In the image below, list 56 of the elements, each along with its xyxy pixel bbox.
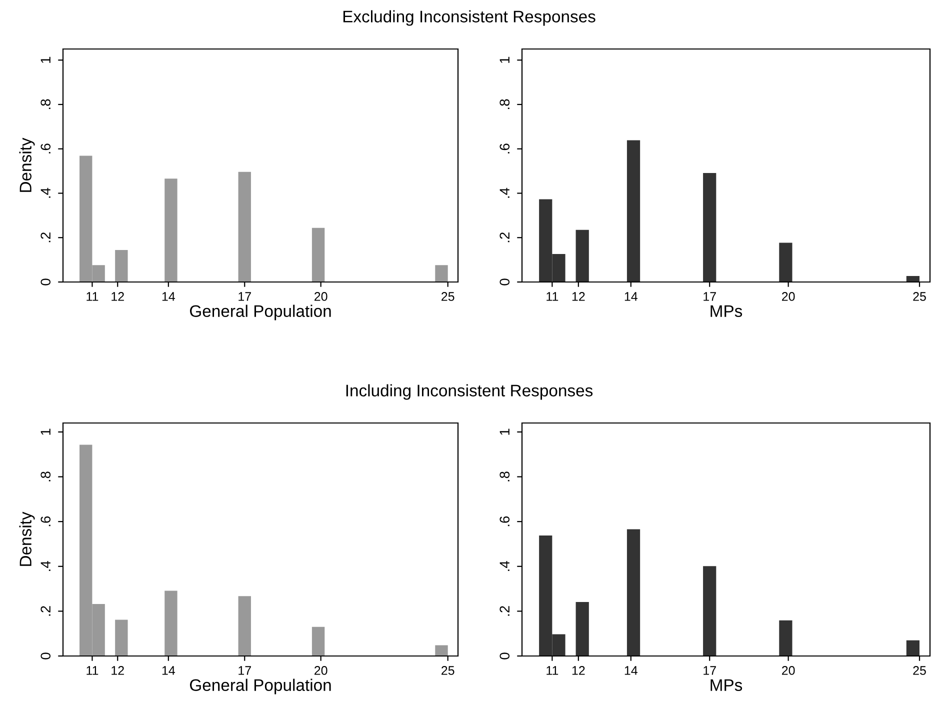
- x-tick-label: 14: [624, 666, 638, 675]
- x-tick-label: 25: [442, 292, 454, 301]
- x-tick-label: 25: [913, 666, 926, 675]
- y-tick-label: 1: [40, 428, 50, 435]
- x-tick-label: 12: [112, 666, 124, 675]
- x-tick-label: 25: [442, 666, 454, 675]
- y-tick-label: 0: [500, 278, 510, 286]
- y-tick-label: .2: [500, 232, 510, 242]
- x-tick-label: 12: [112, 292, 124, 301]
- y-axis-title: Density: [19, 512, 35, 566]
- y-tick-label: .6: [40, 516, 51, 526]
- x-axis-title: General Population: [190, 678, 331, 694]
- y-tick-label: .4: [500, 561, 510, 571]
- y-tick-label: .6: [500, 516, 510, 526]
- y-tick-label: 1: [40, 56, 50, 63]
- x-tick-label: 17: [704, 666, 716, 675]
- y-tick-label: .6: [500, 144, 510, 154]
- x-tick-label: 14: [162, 292, 176, 301]
- x-tick-label: 11: [86, 292, 98, 301]
- x-tick-label: 11: [546, 666, 558, 675]
- chart-title: Excluding Inconsistent Responses: [343, 10, 596, 26]
- y-tick-label: 0: [500, 652, 510, 660]
- x-axis-title: General Population: [190, 304, 331, 320]
- x-tick-label: 14: [624, 292, 638, 301]
- y-axis-title: Density: [19, 138, 35, 192]
- y-tick-label: .2: [500, 606, 510, 616]
- y-tick-label: .8: [500, 99, 510, 109]
- y-tick-label: .8: [40, 99, 51, 109]
- y-tick-label: .4: [40, 561, 50, 571]
- y-tick-label: 0: [40, 278, 51, 286]
- x-tick-label: 20: [782, 666, 795, 675]
- x-tick-label: 17: [704, 292, 716, 301]
- x-tick-label: 25: [913, 292, 926, 301]
- x-tick-label: 14: [162, 666, 176, 675]
- x-tick-label: 17: [238, 292, 251, 301]
- x-tick-label: 20: [782, 292, 795, 301]
- y-tick-label: .4: [500, 188, 510, 198]
- x-axis-title: MPs: [710, 679, 742, 692]
- x-tick-label: 20: [314, 292, 328, 301]
- y-tick-label: .8: [500, 472, 510, 482]
- y-tick-label: .6: [40, 144, 51, 154]
- x-tick-label: 17: [238, 666, 251, 675]
- x-tick-label: 11: [546, 292, 558, 301]
- y-tick-label: .4: [40, 188, 50, 198]
- y-tick-label: 0: [40, 652, 51, 660]
- y-tick-label: 1: [500, 428, 510, 435]
- x-axis-title: MPs: [710, 305, 742, 318]
- x-tick-label: 11: [86, 666, 98, 675]
- chart-title: Including Inconsistent Responses: [346, 384, 593, 400]
- y-tick-label: 1: [500, 56, 510, 63]
- y-tick-label: .8: [40, 472, 51, 482]
- y-tick-label: .2: [40, 232, 50, 242]
- x-tick-label: 12: [572, 666, 585, 675]
- y-tick-label: .2: [40, 606, 50, 616]
- x-tick-label: 12: [572, 292, 585, 301]
- x-tick-label: 20: [314, 666, 328, 675]
